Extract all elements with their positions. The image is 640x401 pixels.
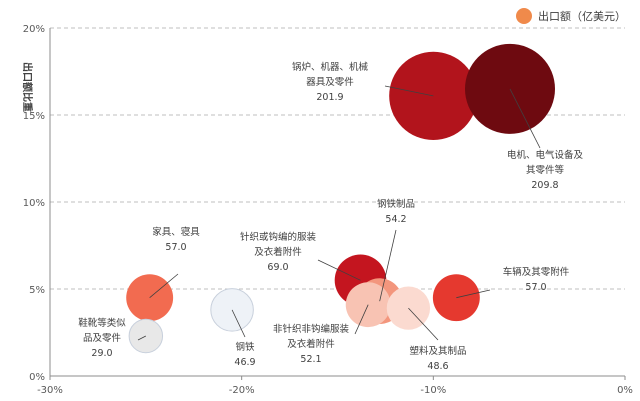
bubble-value-label: 52.1: [300, 354, 321, 365]
bubble-value-label: 48.6: [427, 361, 448, 372]
bubble-value-label: 54.2: [385, 214, 406, 225]
leader-line: [456, 289, 491, 299]
bubble-value-label: 57.0: [525, 282, 546, 293]
bubble-category-label: 家具、寝具: [152, 226, 200, 238]
x-tick-label: -20%: [229, 385, 255, 396]
leader-line: [317, 259, 361, 281]
legend-label: 出口额（亿美元）: [538, 9, 626, 23]
legend-marker: [516, 8, 532, 24]
leader-line: [354, 304, 369, 335]
y-tick-label: 0%: [29, 372, 45, 383]
y-tick-label: 5%: [29, 285, 45, 296]
bubble-category-label: 塑料及其制品: [409, 345, 466, 357]
x-tick-label: -10%: [420, 385, 446, 396]
bubble-category-label: 钢铁: [235, 341, 255, 353]
bubble-category-label: 其零件等: [526, 164, 565, 176]
leader-line: [149, 273, 179, 299]
bubble: [465, 43, 555, 134]
leader-line: [408, 307, 439, 341]
leader-line: [384, 85, 434, 97]
bubble-category-label: 器具及零件: [306, 76, 354, 88]
bubble-value-label: 57.0: [165, 242, 186, 253]
bubble-value-label: 29.0: [91, 348, 112, 359]
bubble-category-label: 及衣着附件: [254, 246, 302, 258]
y-tick-label: 10%: [23, 198, 45, 209]
bubble-category-label: 鞋靴等类似: [78, 317, 126, 329]
bubble-value-label: 69.0: [267, 262, 288, 273]
bubble-category-label: 车辆及其零附件: [503, 266, 570, 278]
leader-line: [509, 88, 541, 149]
bubble-value-label: 201.9: [316, 92, 343, 103]
bubble-category-label: 及衣着附件: [287, 338, 335, 350]
bubble-category-label: 电机、电气设备及: [507, 149, 584, 161]
y-tick-label: 20%: [23, 24, 45, 35]
bubble-category-label: 钢铁制品: [377, 198, 415, 210]
bubble-category-label: 针织或钩编的服装: [240, 231, 317, 243]
bubble-category-label: 非针织非钩编服装: [273, 323, 350, 335]
leader-line: [379, 229, 397, 302]
leader-line: [231, 309, 246, 338]
bubble-category-label: 锅炉、机器、机械: [292, 61, 369, 73]
x-tick-label: 0%: [617, 385, 633, 396]
bubble-category-label: 品及零件: [83, 332, 122, 344]
x-tick-label: -30%: [37, 385, 63, 396]
y-tick-label: 15%: [23, 111, 45, 122]
bubble-value-label: 46.9: [234, 357, 255, 368]
bubble-value-label: 209.8: [531, 180, 558, 191]
y-axis-label: 出口额比重: [21, 62, 34, 112]
legend: 出口额（亿美元）: [516, 8, 626, 24]
leader-line: [137, 335, 147, 341]
bubble: [389, 51, 478, 141]
